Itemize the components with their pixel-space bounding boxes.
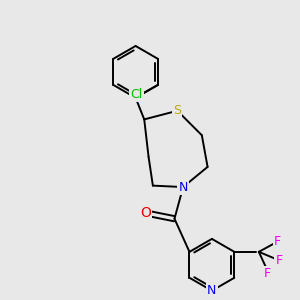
Text: N: N [178, 181, 188, 194]
Text: F: F [264, 267, 271, 280]
Text: N: N [207, 284, 217, 297]
Text: F: F [275, 254, 283, 267]
Text: Cl: Cl [130, 88, 142, 101]
Text: O: O [140, 206, 151, 220]
Text: S: S [173, 104, 181, 117]
Text: F: F [274, 235, 281, 248]
